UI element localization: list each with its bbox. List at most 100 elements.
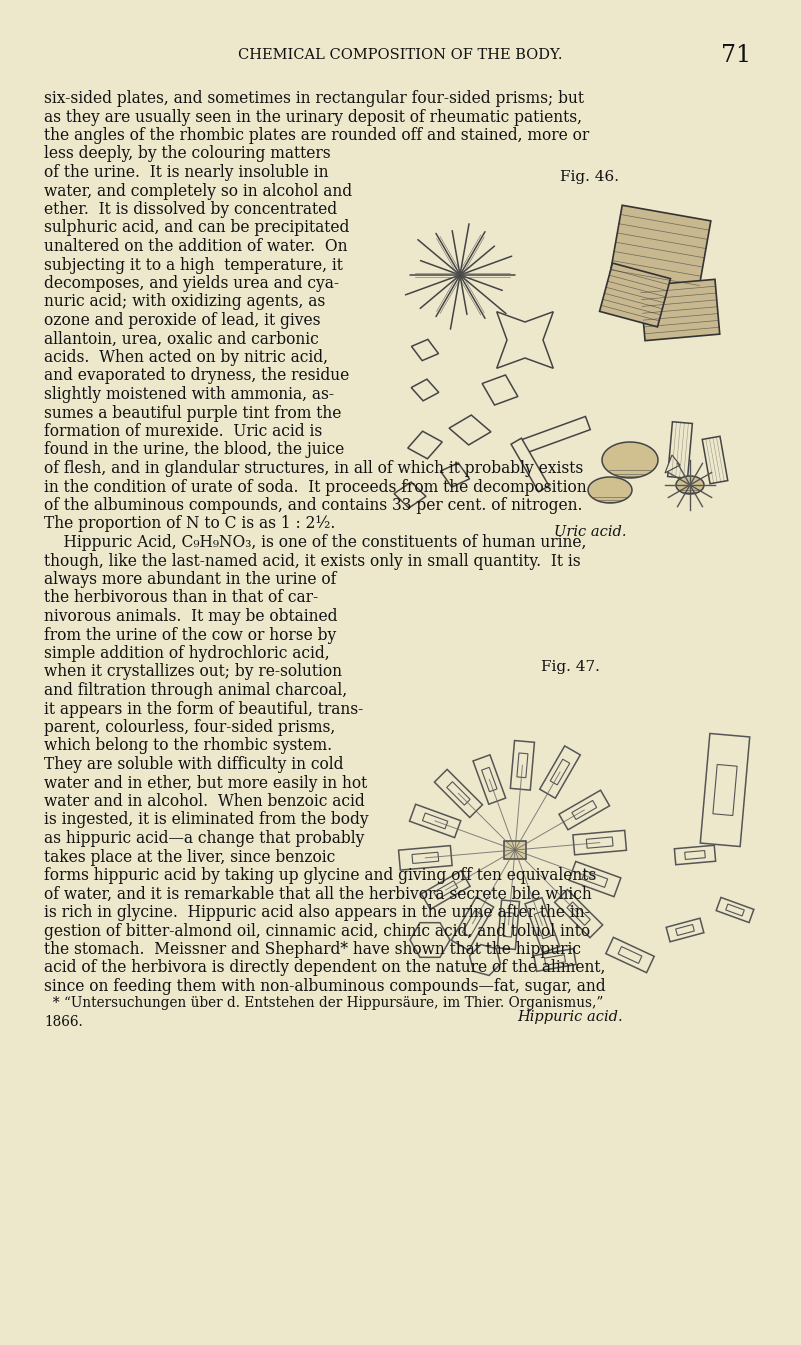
Text: the stomach.  Meissner and Shephard* have shown that the hippuric: the stomach. Meissner and Shephard* have… (44, 941, 581, 958)
Text: decomposes, and yields urea and cya-: decomposes, and yields urea and cya- (44, 274, 339, 292)
Text: it appears in the form of beautiful, trans-: it appears in the form of beautiful, tra… (44, 701, 363, 717)
Polygon shape (511, 438, 549, 492)
Polygon shape (640, 280, 720, 340)
Polygon shape (573, 830, 626, 855)
Text: of flesh, and in glandular structures, in all of which it probably exists: of flesh, and in glandular structures, i… (44, 460, 583, 477)
Polygon shape (520, 417, 590, 453)
Text: slightly moistened with ammonia, as-: slightly moistened with ammonia, as- (44, 386, 334, 404)
Polygon shape (410, 923, 450, 958)
Text: CHEMICAL COMPOSITION OF THE BODY.: CHEMICAL COMPOSITION OF THE BODY. (238, 48, 563, 62)
Polygon shape (534, 948, 576, 971)
Text: * “Untersuchungen über d. Entstehen der Hippursäure, im Thier. Organismus,”: * “Untersuchungen über d. Entstehen der … (44, 997, 603, 1010)
Polygon shape (569, 861, 621, 897)
Polygon shape (447, 781, 470, 806)
Text: and evaporated to dryness, the residue: and evaporated to dryness, the residue (44, 367, 349, 385)
Polygon shape (497, 900, 520, 950)
Text: They are soluble with difficulty in cold: They are soluble with difficulty in cold (44, 756, 344, 773)
Text: formation of murexide.  Uric acid is: formation of murexide. Uric acid is (44, 422, 322, 440)
Text: which belong to the rhombic system.: which belong to the rhombic system. (44, 737, 332, 755)
Text: is ingested, it is eliminated from the body: is ingested, it is eliminated from the b… (44, 811, 368, 829)
Polygon shape (451, 897, 493, 951)
Text: less deeply, by the colouring matters: less deeply, by the colouring matters (44, 145, 331, 163)
Text: simple addition of hydrochloric acid,: simple addition of hydrochloric acid, (44, 646, 330, 662)
Text: Hippuric acid.: Hippuric acid. (517, 1010, 623, 1024)
Text: is rich in glycine.  Hippuric acid also appears in the urine after the in-: is rich in glycine. Hippuric acid also a… (44, 904, 590, 921)
Text: as hippuric acid—a change that probably: as hippuric acid—a change that probably (44, 830, 364, 847)
Polygon shape (449, 416, 491, 445)
Polygon shape (510, 741, 534, 790)
Polygon shape (600, 264, 670, 327)
Polygon shape (408, 432, 442, 459)
Text: the angles of the rhombic plates are rounded off and stained, more or: the angles of the rhombic plates are rou… (44, 126, 590, 144)
Text: water and in alcohol.  When benzoic acid: water and in alcohol. When benzoic acid (44, 794, 364, 810)
Polygon shape (525, 897, 560, 952)
Text: water, and completely so in alcohol and: water, and completely so in alcohol and (44, 183, 352, 199)
Text: as they are usually seen in the urinary deposit of rheumatic patients,: as they are usually seen in the urinary … (44, 109, 582, 125)
Text: of the albuminous compounds, and contains 33 per cent. of nitrogen.: of the albuminous compounds, and contain… (44, 498, 582, 514)
Polygon shape (540, 746, 580, 798)
Polygon shape (618, 947, 642, 963)
Polygon shape (610, 206, 710, 295)
Polygon shape (602, 443, 658, 477)
Polygon shape (588, 477, 632, 503)
Text: found in the urine, the blood, the juice: found in the urine, the blood, the juice (44, 441, 344, 459)
Polygon shape (668, 422, 692, 479)
Text: the herbivorous than in that of car-: the herbivorous than in that of car- (44, 589, 318, 607)
Text: allantoin, urea, oxalic and carbonic: allantoin, urea, oxalic and carbonic (44, 331, 319, 347)
Text: Fig. 47.: Fig. 47. (541, 660, 599, 674)
Polygon shape (422, 812, 448, 829)
Polygon shape (503, 912, 513, 937)
Text: nivorous animals.  It may be obtained: nivorous animals. It may be obtained (44, 608, 337, 625)
Polygon shape (534, 912, 550, 939)
Polygon shape (676, 476, 704, 494)
Polygon shape (394, 482, 426, 508)
Polygon shape (716, 897, 754, 923)
Polygon shape (434, 769, 482, 818)
Polygon shape (481, 768, 497, 792)
Polygon shape (497, 312, 553, 369)
Text: though, like the last-named acid, it exists only in small quantity.  It is: though, like the last-named acid, it exi… (44, 553, 581, 569)
Text: when it crystallizes out; by re-solution: when it crystallizes out; by re-solution (44, 663, 342, 681)
Text: ozone and peroxide of lead, it gives: ozone and peroxide of lead, it gives (44, 312, 320, 330)
Polygon shape (412, 339, 438, 360)
Text: Hippuric Acid, C₉H₉NO₃, is one of the constituents of human urine,: Hippuric Acid, C₉H₉NO₃, is one of the co… (44, 534, 586, 551)
Polygon shape (586, 837, 613, 849)
Polygon shape (700, 733, 750, 846)
Polygon shape (421, 870, 470, 909)
Polygon shape (412, 853, 439, 863)
Polygon shape (504, 841, 526, 859)
Polygon shape (517, 753, 528, 777)
Text: ether.  It is dissolved by concentrated: ether. It is dissolved by concentrated (44, 200, 337, 218)
Text: 71: 71 (721, 43, 751, 66)
Polygon shape (674, 845, 715, 865)
Text: unaltered on the addition of water.  On: unaltered on the addition of water. On (44, 238, 348, 256)
Polygon shape (685, 850, 705, 859)
Text: of water, and it is remarkable that all the herbivora secrete bile which: of water, and it is remarkable that all … (44, 885, 592, 902)
Text: water and in ether, but more easily in hot: water and in ether, but more easily in h… (44, 775, 367, 791)
Polygon shape (462, 911, 483, 936)
Text: acids.  When acted on by nitric acid,: acids. When acted on by nitric acid, (44, 348, 328, 366)
Polygon shape (441, 463, 469, 487)
Text: in the condition of urate of soda.  It proceeds from the decomposition: in the condition of urate of soda. It pr… (44, 479, 586, 495)
Text: six-sided plates, and sometimes in rectangular four-sided prisms; but: six-sided plates, and sometimes in recta… (44, 90, 584, 108)
Polygon shape (726, 904, 744, 916)
Text: sulphuric acid, and can be precipitated: sulphuric acid, and can be precipitated (44, 219, 349, 237)
Polygon shape (559, 791, 610, 830)
Text: Fig. 46.: Fig. 46. (561, 169, 619, 184)
Text: Uric acid.: Uric acid. (553, 525, 626, 539)
Polygon shape (469, 944, 501, 975)
Text: of the urine.  It is nearly insoluble in: of the urine. It is nearly insoluble in (44, 164, 328, 182)
Text: acid of the herbivora is directly dependent on the nature of the aliment,: acid of the herbivora is directly depend… (44, 959, 606, 976)
Polygon shape (676, 924, 694, 936)
Text: from the urine of the cow or horse by: from the urine of the cow or horse by (44, 627, 336, 643)
Polygon shape (713, 764, 737, 815)
Polygon shape (473, 755, 505, 804)
Text: sumes a beautiful purple tint from the: sumes a beautiful purple tint from the (44, 405, 341, 421)
Polygon shape (433, 881, 457, 900)
Text: since on feeding them with non-albuminous compounds—fat, sugar, and: since on feeding them with non-albuminou… (44, 978, 606, 995)
Text: The proportion of N to C is as 1 : 2½.: The proportion of N to C is as 1 : 2½. (44, 515, 336, 533)
Polygon shape (399, 846, 452, 870)
Text: parent, colourless, four-sided prisms,: parent, colourless, four-sided prisms, (44, 720, 336, 736)
Polygon shape (582, 870, 608, 888)
Text: 1866.: 1866. (44, 1015, 83, 1029)
